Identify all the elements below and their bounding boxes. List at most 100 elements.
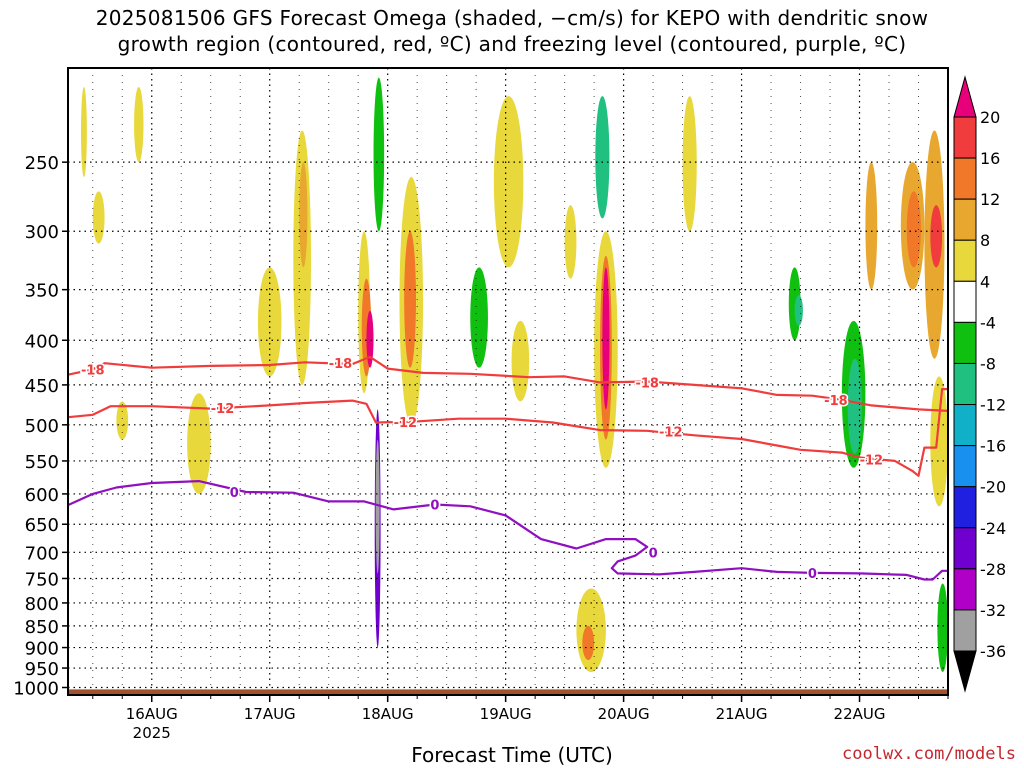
- omega-feature-6: [275, 154, 294, 301]
- colorbar-label-7: -12: [980, 396, 1006, 415]
- y-tick-label-950: 950: [25, 659, 59, 680]
- x-axis-label: Forecast Time (UTC): [411, 743, 613, 767]
- colorbar-bin-9: [953, 486, 977, 529]
- colorbar-bin-7: [953, 404, 977, 447]
- contour-label-10: 0: [649, 546, 658, 561]
- colorbar-label-12: -32: [980, 601, 1006, 620]
- contour-label-8: 0: [230, 486, 239, 501]
- y-tick-label-250: 250: [25, 153, 59, 174]
- contour-label-3: -18: [824, 394, 848, 409]
- x-tick-label-19AUG: 19AUG: [480, 705, 532, 723]
- omega-feature-12: [366, 310, 374, 368]
- colorbar-bin-3: [953, 239, 977, 282]
- chart-title-line-2: growth region (contoured, red, ºC) and f…: [117, 32, 907, 56]
- y-tick-label-750: 750: [25, 569, 59, 590]
- colorbar-bin-4: [953, 280, 977, 323]
- x-tick-sublabel: 2025: [133, 724, 171, 742]
- colorbar-label-3: 8: [980, 231, 990, 250]
- contour-label-6: -12: [659, 426, 683, 441]
- colorbar-bin-10: [953, 527, 977, 570]
- omega-feature-40: [930, 205, 943, 268]
- omega-feature-42: [937, 583, 949, 673]
- y-tick-label-450: 450: [25, 376, 59, 397]
- omega-feature-21: [493, 96, 524, 268]
- contour-label-11: 0: [808, 567, 817, 582]
- colorbar-label-1: 16: [980, 149, 1000, 168]
- contour-label-4: -12: [211, 402, 235, 417]
- x-tick-label-21AUG: 21AUG: [716, 705, 768, 723]
- colorbar: 20 16 12 8 4 -4 -8 -12 -16 -20 -24 -28 -32 -36: [67, 67, 1006, 696]
- y-tick-label-400: 400: [25, 331, 59, 352]
- contour-label-2: -18: [635, 376, 659, 391]
- colorbar-bin-11: [953, 568, 977, 611]
- contour--12-1: [67, 388, 948, 477]
- colorbar-label-10: -24: [980, 519, 1006, 538]
- omega-feature-28: [602, 267, 610, 410]
- omega-feature-25: [595, 96, 610, 219]
- y-tick-label-900: 900: [25, 639, 59, 660]
- colorbar-bin-6: [953, 362, 977, 406]
- omega-shading: [80, 77, 949, 680]
- grid-lines: [68, 68, 948, 695]
- colorbar-bin-8: [953, 445, 977, 488]
- x-tick-label-20AUG: 20AUG: [598, 705, 650, 723]
- contours: -18 -18 -18 -18 -12 -12 -12 -12 0 0 0 0: [67, 355, 949, 583]
- omega-feature-8: [299, 162, 308, 268]
- omega-feature-1: [92, 191, 105, 244]
- y-tick-label-1000: 1000: [13, 678, 59, 699]
- omega-feature-4: [187, 393, 211, 494]
- omega-feature-16: [375, 439, 380, 574]
- y-tick-label-550: 550: [25, 452, 59, 473]
- colorbar-bin-1: [953, 157, 977, 200]
- ground-bar: [68, 689, 948, 695]
- omega-feature-0: [80, 86, 87, 178]
- y-tick-label-850: 850: [25, 617, 59, 638]
- colorbar-label-8: -16: [980, 437, 1006, 456]
- x-tick-label-22AUG: 22AUG: [834, 705, 886, 723]
- colorbar-bin-2: [953, 198, 977, 241]
- y-tick-label-350: 350: [25, 281, 59, 302]
- y-tick-label-800: 800: [25, 594, 59, 615]
- colorbar-label-6: -8: [980, 354, 996, 373]
- y-tick-label-500: 500: [25, 416, 59, 437]
- y-tick-label-300: 300: [25, 222, 59, 243]
- omega-feature-31: [682, 96, 697, 232]
- colorbar-bin-12: [953, 609, 977, 652]
- omega-feature-35: [847, 358, 862, 454]
- colorbar-arrow-bottom: [953, 650, 977, 693]
- colorbar-label-2: 12: [980, 190, 1000, 209]
- omega-feature-18: [404, 231, 416, 368]
- y-tick-label-650: 650: [25, 515, 59, 536]
- colorbar-label-4: 4: [980, 272, 990, 291]
- colorbar-label-5: -4: [980, 313, 996, 332]
- omega-feature-36: [865, 162, 878, 290]
- contour-label-7: -12: [860, 454, 884, 469]
- colorbar-bin-0: [953, 116, 977, 159]
- y-tick-label-600: 600: [25, 485, 59, 506]
- omega-feature-2: [116, 401, 129, 440]
- contour-0-2: [67, 480, 948, 581]
- omega-feature-33: [794, 295, 803, 326]
- contour-label-1: -18: [329, 357, 353, 372]
- omega-feature-20: [470, 267, 488, 368]
- omega-feature-9: [328, 86, 343, 232]
- omega-feature-41: [930, 376, 949, 507]
- credit-text: coolwx.com/models: [842, 744, 1016, 764]
- colorbar-label-9: -20: [980, 478, 1006, 497]
- y-tick-label-700: 700: [25, 543, 59, 564]
- x-tick-label-17AUG: 17AUG: [244, 705, 296, 723]
- omega-feature-13: [373, 77, 385, 232]
- omega-feature-3: [134, 86, 144, 163]
- omega-feature-22: [511, 320, 530, 402]
- contour--18-0: [67, 355, 949, 412]
- contour-label-9: 0: [430, 499, 439, 514]
- omega-feature-30: [582, 625, 595, 660]
- plot-border-top: [67, 67, 949, 696]
- omega-feature-23: [564, 205, 577, 279]
- contour-label-0: -18: [81, 363, 105, 378]
- colorbar-label-11: -28: [980, 560, 1006, 579]
- ground-bar: [68, 689, 948, 695]
- chart-title-line-1: 2025081506 GFS Forecast Omega (shaded, −…: [95, 6, 929, 30]
